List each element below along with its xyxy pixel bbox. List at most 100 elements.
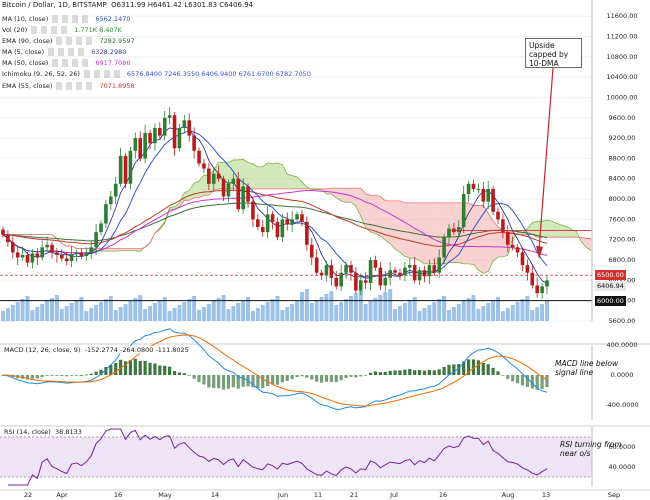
volume-bars (1, 289, 549, 321)
candle-body (25, 254, 30, 263)
volume-bar (192, 296, 197, 321)
overlay-legend: MA (10, close) 6562.1470 Vol (20) 1.771K 8.… (0, 14, 312, 92)
candle-body (6, 234, 10, 243)
candle-body (422, 270, 427, 277)
legend-controls-icon[interactable] (83, 70, 124, 79)
candle-body (540, 286, 544, 294)
legend-controls-icon[interactable] (56, 37, 97, 46)
candle-body (319, 272, 324, 276)
cloud-segment (110, 248, 116, 252)
cloud-segment (429, 202, 435, 264)
macd-histogram-bar (285, 375, 289, 381)
volume-bar (250, 311, 255, 321)
legend-row[interactable]: MA (50, close) 6917.7086 (0, 58, 312, 70)
macd-histogram-bar (334, 375, 338, 383)
candle-body (525, 265, 530, 273)
candle-body (515, 247, 520, 253)
macd-histogram-bar (530, 375, 534, 389)
legend-row[interactable]: Ichimoku (9, 26, 52, 26) 6576.8400 7246.3… (0, 69, 312, 81)
callout-box: Upside capped by 10-DMA (525, 38, 582, 68)
time-tick-label: Sep (608, 491, 620, 499)
legend-controls-icon[interactable] (56, 81, 97, 90)
candle-body (491, 188, 495, 212)
volume-bar (15, 302, 20, 321)
macd-histogram-bar (241, 375, 245, 387)
rsi-band (0, 437, 592, 477)
volume-bar (476, 309, 481, 321)
cloud-segment (282, 164, 288, 189)
cloud-segment (527, 222, 533, 235)
macd-histogram-bar (226, 375, 231, 389)
cloud-segment (331, 188, 337, 198)
volume-bar (535, 307, 540, 321)
macd-histogram-bar (393, 370, 397, 375)
candle-body (20, 254, 25, 258)
macd-histogram-bar (35, 375, 39, 379)
macd-histogram-bar (163, 365, 167, 375)
candle-body (432, 265, 437, 273)
macd-histogram-bar (114, 362, 118, 375)
legend-row-value: 6576.8400 7246.3550 6406.9400 6761.6700 … (126, 70, 311, 79)
volume-bar (275, 296, 280, 321)
volume-bar (89, 308, 94, 321)
time-tick-label: 13 (542, 491, 550, 499)
legend-row-value: 7282.9597 (99, 37, 135, 46)
legend-controls-icon[interactable] (52, 15, 93, 23)
candle-body (295, 214, 299, 220)
macd-histogram-bar (172, 371, 177, 375)
macd-histogram-bar (324, 375, 329, 382)
candle-body (69, 253, 74, 262)
macd-histogram-bar (368, 372, 373, 375)
legend-controls-icon[interactable] (48, 48, 89, 57)
candles (1, 107, 549, 300)
cloud-segment (547, 220, 552, 238)
volume-bar (299, 292, 304, 321)
volume-bar (412, 297, 417, 321)
candle-body (442, 237, 446, 258)
legend-row[interactable]: Vol (20) 1.771K 8.407K (0, 25, 312, 37)
legend-row[interactable]: EMA (55, close) 7071.8958 (0, 80, 312, 92)
candle-body (162, 117, 167, 136)
macd-histogram-bar (25, 375, 30, 380)
volume-bar (84, 311, 89, 321)
volume-bar (525, 296, 530, 321)
macd-histogram-bar (202, 375, 206, 385)
macd-histogram-bar (339, 375, 343, 381)
volume-bar (10, 305, 15, 321)
legend-controls-icon[interactable] (31, 26, 72, 35)
legend-row-name: Ichimoku (9, 26, 52, 26) (0, 69, 82, 81)
price-tick-label: 7600.00 (609, 215, 636, 223)
macd-histogram-bar (476, 360, 480, 375)
legend-row[interactable]: MA (5, close) 6328.2980 (0, 47, 312, 59)
macd-histogram-bar (217, 375, 221, 389)
cloud-segment (586, 238, 592, 251)
macd-histogram-bar (251, 375, 255, 388)
volume-bar (108, 296, 113, 321)
time-tick-label: Apr (56, 491, 68, 499)
candle-body (1, 229, 5, 235)
volume-bar (451, 307, 456, 321)
macd-histogram-bar (515, 375, 520, 384)
candle-body (94, 232, 98, 248)
macd-histogram-bar (123, 361, 128, 375)
legend-controls-icon[interactable] (52, 59, 93, 68)
cloud-segment (257, 166, 263, 189)
macd-histogram-bar (481, 362, 485, 375)
candle-body (447, 228, 451, 238)
volume-bar (329, 291, 334, 321)
cloud-segment (365, 193, 371, 233)
legend-row-value: 6562.1470 (95, 15, 131, 23)
legend-row[interactable]: MA (10, close) 6562.1470 (0, 14, 312, 25)
legend-row[interactable]: EMA (90, close) 7282.9597 (0, 36, 312, 48)
candle-body (15, 252, 20, 258)
cloud-segment (380, 196, 386, 241)
candle-body (251, 201, 255, 220)
candle-body (221, 178, 226, 197)
macd-histogram-bar (457, 364, 461, 375)
symbol-title: Bitcoin / Dollar, 1D, BITSTAMP (2, 1, 107, 9)
candle-body (226, 183, 231, 197)
volume-bar (295, 301, 300, 321)
macd-histogram-bar (280, 375, 284, 383)
